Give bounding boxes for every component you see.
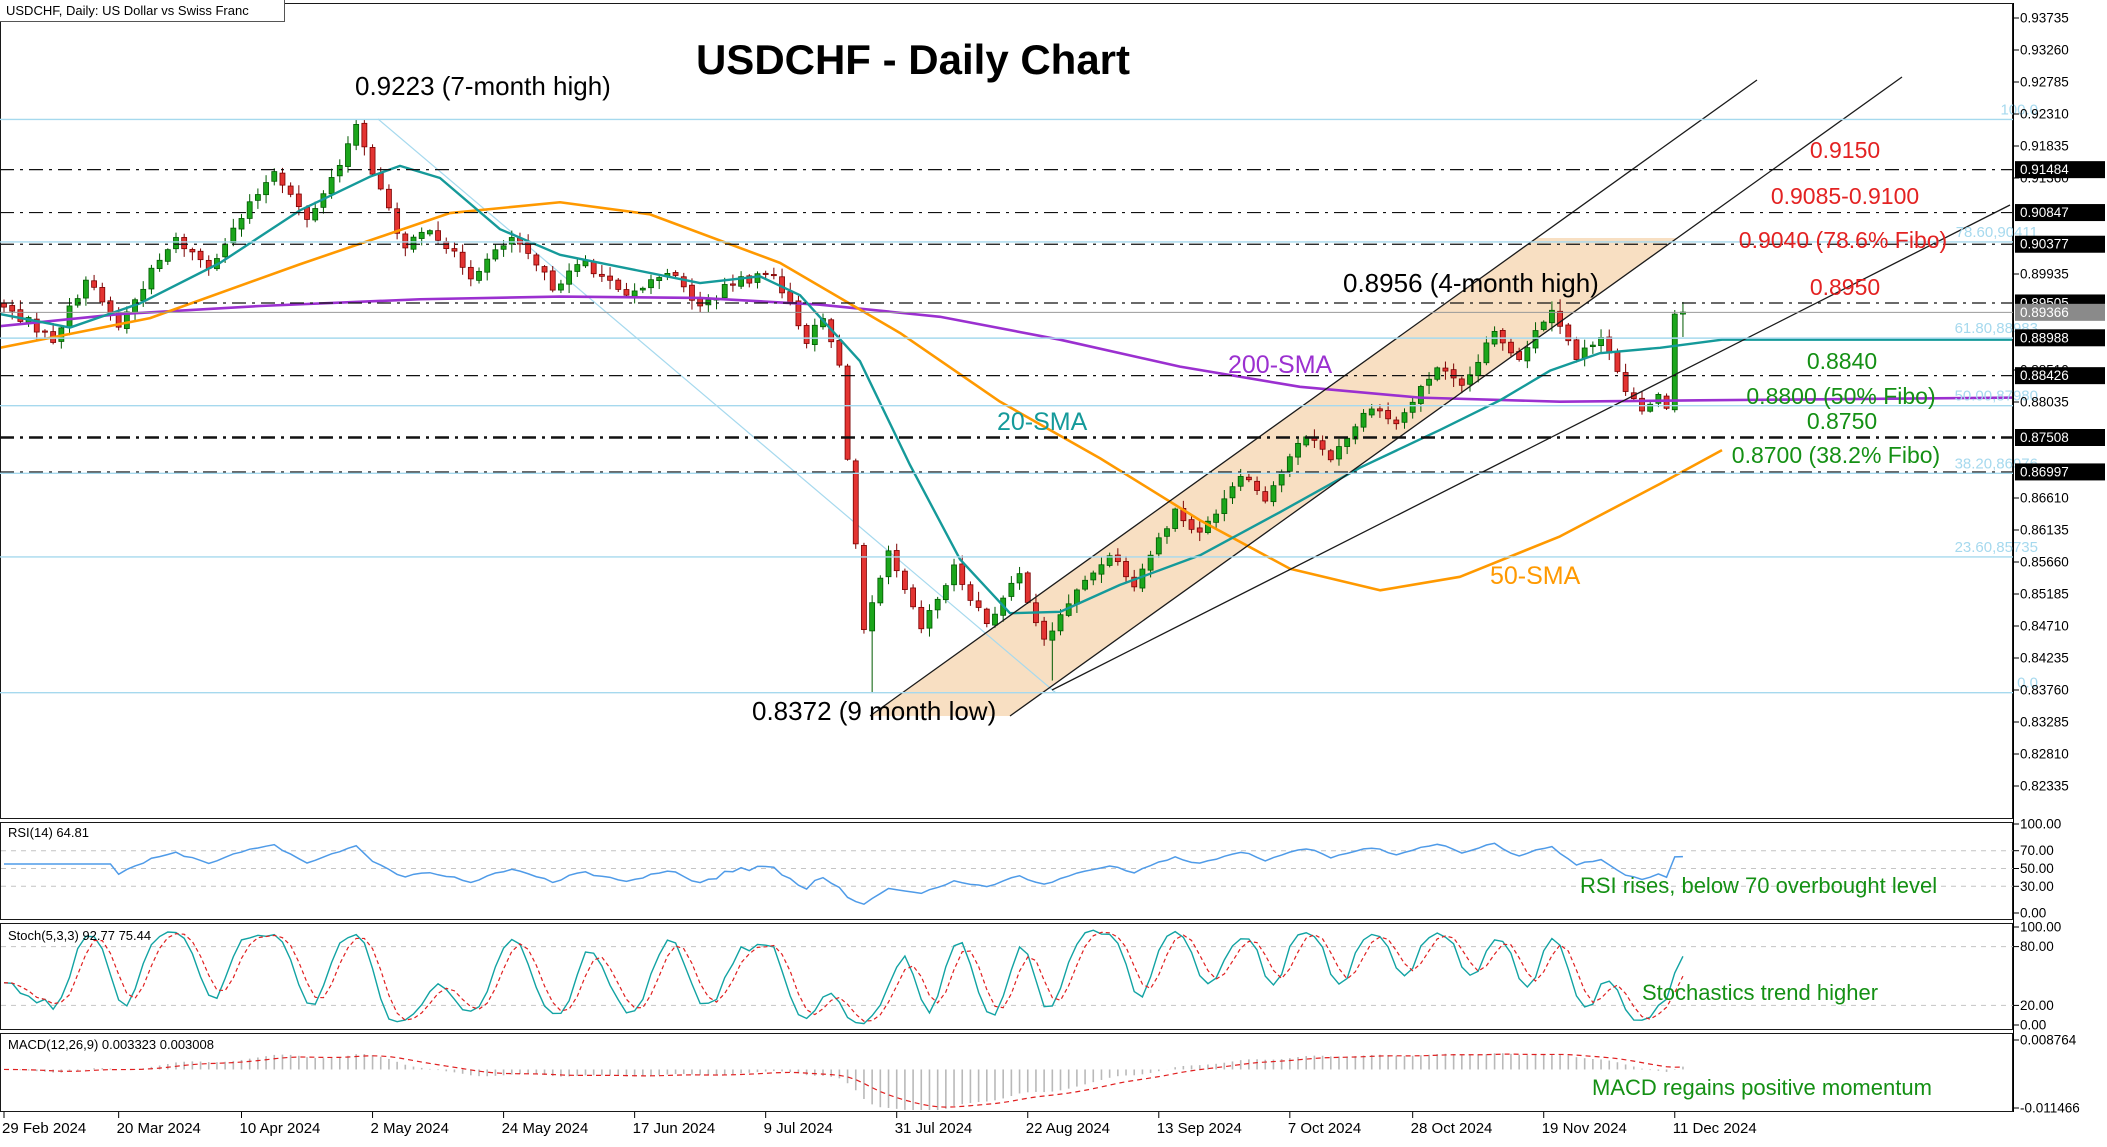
panel-border bbox=[0, 822, 2013, 920]
svg-text:0.88035: 0.88035 bbox=[2020, 394, 2069, 409]
support-label: 0.8700 (38.2% Fibo) bbox=[1731, 442, 1941, 468]
svg-text:100.00: 100.00 bbox=[2020, 920, 2061, 935]
rsi-panel-label: RSI(14) 64.81 bbox=[8, 825, 89, 840]
support-label: 0.8750 bbox=[1806, 408, 1878, 434]
svg-text:0.88988: 0.88988 bbox=[2020, 330, 2069, 345]
price-axis: 0.937350.932600.927850.923100.918350.913… bbox=[2013, 3, 2105, 1116]
date-label: 28 Oct 2024 bbox=[1411, 1120, 1493, 1137]
svg-text:80.00: 80.00 bbox=[2020, 939, 2054, 954]
sma-50-line bbox=[1, 200, 1723, 592]
trend-channel-fill bbox=[870, 238, 1678, 716]
support-label: 0.8800 (50% Fibo) bbox=[1746, 383, 1936, 409]
trendline[interactable] bbox=[1009, 76, 1903, 717]
svg-text:0.92310: 0.92310 bbox=[2020, 106, 2069, 121]
svg-text:0.84710: 0.84710 bbox=[2020, 618, 2069, 633]
fibonacci-level-label: 0.0 bbox=[2017, 675, 2038, 692]
svg-text:0.85660: 0.85660 bbox=[2020, 554, 2069, 569]
annotation-nine-month-low: 0.8372 (9 month low) bbox=[752, 696, 997, 726]
svg-text:20.00: 20.00 bbox=[2020, 998, 2054, 1013]
svg-text:0.83285: 0.83285 bbox=[2020, 714, 2069, 729]
annotation-four-month-high: 0.8956 (4-month high) bbox=[1343, 268, 1599, 298]
sma20-line-label: 20-SMA bbox=[997, 408, 1088, 436]
date-label: 7 Oct 2024 bbox=[1288, 1120, 1361, 1137]
stoch-d-line bbox=[3, 931, 1684, 1022]
svg-text:-0.011466: -0.011466 bbox=[2020, 1101, 2080, 1116]
date-label: 13 Sep 2024 bbox=[1157, 1120, 1242, 1137]
date-label: 29 Feb 2024 bbox=[2, 1120, 86, 1137]
resistance-label: 0.9040 (78.6% Fibo) bbox=[1738, 227, 1948, 253]
svg-text:0.89935: 0.89935 bbox=[2020, 266, 2069, 281]
fibonacci-level-label: 50.00,87980 bbox=[1955, 388, 2038, 405]
svg-text:0.91484: 0.91484 bbox=[2020, 162, 2069, 177]
rsi-line bbox=[4, 842, 1683, 906]
macd-histogram bbox=[11, 1053, 1684, 1110]
svg-text:0.00: 0.00 bbox=[2020, 1018, 2046, 1033]
svg-text:0.85185: 0.85185 bbox=[2020, 586, 2069, 601]
stoch-panel-label: Stoch(5,3,3) 92.77 75.44 bbox=[8, 928, 152, 943]
sma200-line-label: 200-SMA bbox=[1228, 351, 1333, 379]
date-label: 22 Aug 2024 bbox=[1026, 1120, 1110, 1137]
panel-border bbox=[0, 1033, 2013, 1112]
svg-text:0.93735: 0.93735 bbox=[2020, 11, 2069, 26]
symbol-info: USDCHF, Daily: US Dollar vs Swiss Franc bbox=[0, 0, 285, 22]
macd-signal-line bbox=[3, 1053, 1683, 1108]
resistance-label: 0.9085-0.9100 bbox=[1770, 183, 1920, 209]
chart-title: USDCHF - Daily Chart bbox=[695, 36, 1131, 83]
svg-text:0.84235: 0.84235 bbox=[2020, 650, 2069, 665]
main-price-panel[interactable] bbox=[0, 76, 2013, 717]
svg-text:0.86610: 0.86610 bbox=[2020, 490, 2069, 505]
trendline[interactable] bbox=[869, 79, 1758, 717]
date-label: 19 Nov 2024 bbox=[1542, 1120, 1627, 1137]
sma-200-line bbox=[1, 295, 2012, 403]
date-label: 10 Apr 2024 bbox=[240, 1120, 321, 1137]
support-label: 0.8840 bbox=[1806, 348, 1878, 374]
svg-text:0.88426: 0.88426 bbox=[2020, 368, 2069, 383]
svg-text:30.00: 30.00 bbox=[2020, 879, 2054, 894]
svg-text:0.82335: 0.82335 bbox=[2020, 778, 2069, 793]
svg-text:0.008764: 0.008764 bbox=[2020, 1033, 2077, 1048]
svg-text:0.93260: 0.93260 bbox=[2020, 43, 2069, 58]
svg-text:100.00: 100.00 bbox=[2020, 817, 2061, 832]
stoch-k-line bbox=[3, 929, 1684, 1025]
svg-text:0.89366: 0.89366 bbox=[2020, 305, 2069, 320]
svg-text:0.90847: 0.90847 bbox=[2020, 205, 2069, 220]
stoch-annotation: Stochastics trend higher bbox=[1642, 980, 1879, 1005]
sma50-line-label: 50-SMA bbox=[1490, 562, 1581, 590]
svg-text:50.00: 50.00 bbox=[2020, 861, 2054, 876]
svg-text:0.90377: 0.90377 bbox=[2020, 237, 2069, 252]
date-label: 17 Jun 2024 bbox=[633, 1120, 716, 1137]
svg-text:0.86135: 0.86135 bbox=[2020, 522, 2069, 537]
svg-text:0.86997: 0.86997 bbox=[2020, 464, 2069, 479]
svg-text:0.82810: 0.82810 bbox=[2020, 746, 2069, 761]
date-label: 2 May 2024 bbox=[371, 1120, 449, 1137]
panel-border bbox=[0, 923, 2013, 1030]
macd-panel-label: MACD(12,26,9) 0.003323 0.003008 bbox=[8, 1037, 214, 1052]
fibonacci-level-label: 23.60,85735 bbox=[1955, 539, 2038, 556]
annotation-seven-month-high: 0.9223 (7-month high) bbox=[355, 71, 611, 101]
rsi-annotation: RSI rises, below 70 overbought level bbox=[1580, 873, 1938, 898]
macd-annotation: MACD regains positive momentum bbox=[1592, 1075, 1932, 1100]
date-label: 31 Jul 2024 bbox=[895, 1120, 973, 1137]
date-label: 24 May 2024 bbox=[502, 1120, 589, 1137]
svg-text:0.91835: 0.91835 bbox=[2020, 138, 2069, 153]
svg-text:70.00: 70.00 bbox=[2020, 843, 2054, 858]
svg-text:0.00: 0.00 bbox=[2020, 906, 2046, 921]
resistance-label: 0.8950 bbox=[1809, 274, 1881, 300]
fibonacci-level-label: 100.0 bbox=[2000, 101, 2038, 118]
date-label: 9 Jul 2024 bbox=[764, 1120, 833, 1137]
trendline[interactable] bbox=[1051, 204, 2011, 691]
panel-border bbox=[0, 3, 2013, 819]
svg-text:0.83760: 0.83760 bbox=[2020, 682, 2069, 697]
sma-20-line bbox=[1, 164, 2012, 615]
svg-text:0.87508: 0.87508 bbox=[2020, 430, 2069, 445]
date-label: 11 Dec 2024 bbox=[1673, 1120, 1757, 1137]
date-label: 20 Mar 2024 bbox=[117, 1120, 201, 1137]
date-axis: 29 Feb 2024 20 Mar 2024 10 Apr 2024 2 May 2… bbox=[2, 1112, 1757, 1137]
svg-text:0.92785: 0.92785 bbox=[2020, 74, 2069, 89]
resistance-label: 0.9150 bbox=[1809, 137, 1881, 163]
